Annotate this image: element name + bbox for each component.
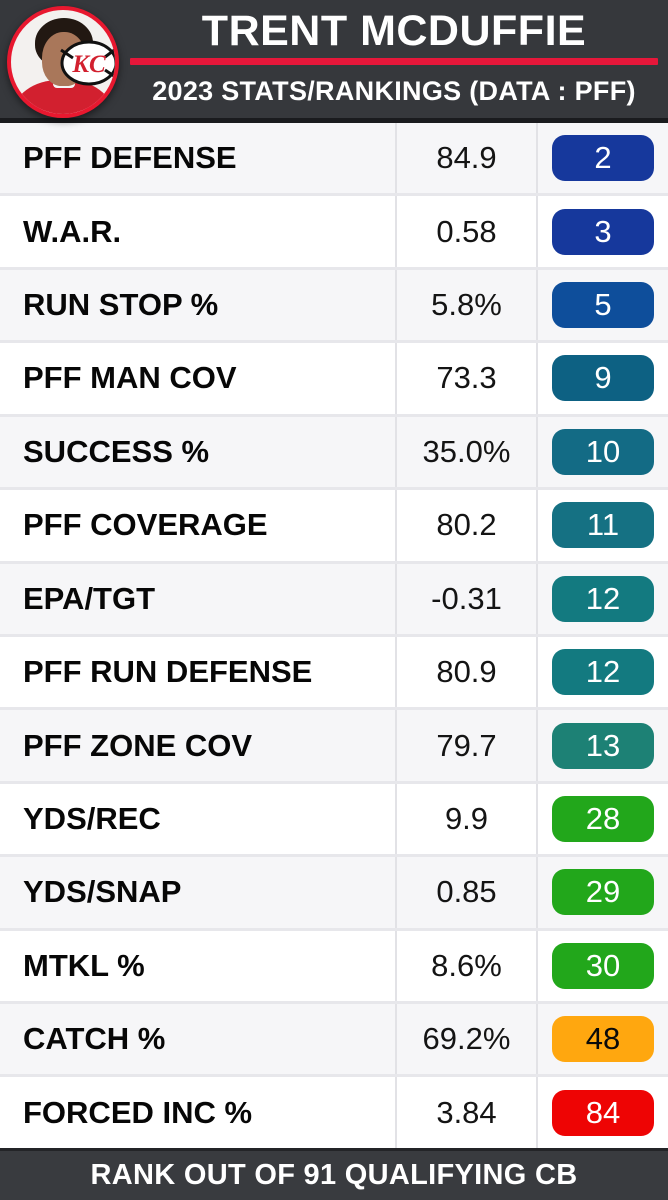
- stat-label: PFF COVERAGE: [23, 507, 268, 543]
- rank-cell: 30: [538, 931, 668, 1001]
- rank-cell: 84: [538, 1077, 668, 1147]
- rank-cell: 9: [538, 343, 668, 413]
- stat-value: 80.2: [395, 490, 538, 561]
- stat-label: RUN STOP %: [23, 287, 219, 323]
- stat-value: 79.7: [395, 710, 538, 781]
- table-row: RUN STOP % 5.8% 5: [0, 266, 668, 341]
- stat-value: 9.9: [395, 783, 538, 855]
- rank-badge: 10: [552, 428, 654, 475]
- card-footer: RANK OUT OF 91 QUALIFYING CB: [0, 1148, 668, 1200]
- rank-badge: 30: [552, 942, 654, 989]
- stat-label: YDS/SNAP: [23, 874, 182, 910]
- stat-value: 69.2%: [395, 1004, 538, 1075]
- stat-label: W.A.R.: [23, 213, 122, 249]
- rank-cell: 5: [538, 270, 668, 340]
- rank-cell: 2: [538, 123, 668, 193]
- rank-cell: 10: [538, 417, 668, 487]
- table-row: CATCH % 69.2% 48: [0, 1001, 668, 1075]
- title-underline: [130, 58, 658, 66]
- stat-label: PFF DEFENSE: [23, 140, 237, 176]
- table-row: FORCED INC % 3.84 84: [0, 1074, 668, 1148]
- chiefs-logo-icon: KC: [60, 40, 115, 86]
- rank-cell: 48: [538, 1004, 668, 1074]
- rank-cell: 11: [538, 490, 668, 560]
- rank-badge: 28: [552, 796, 654, 842]
- rank-badge: 12: [552, 575, 654, 622]
- rank-badge: 3: [552, 208, 654, 255]
- stat-value: 35.0%: [395, 416, 538, 488]
- table-row: PFF DEFENSE 84.9 2: [0, 123, 668, 194]
- stat-label: PFF MAN COV: [23, 360, 237, 396]
- stat-label: CATCH %: [23, 1021, 166, 1057]
- table-row: YDS/REC 9.9 28: [0, 780, 668, 855]
- stat-value: 8.6%: [395, 930, 538, 1002]
- rank-badge: 48: [552, 1016, 654, 1063]
- table-row: YDS/SNAP 0.85 29: [0, 854, 668, 928]
- table-row: PFF ZONE COV 79.7 13: [0, 707, 668, 781]
- table-row: W.A.R. 0.58 3: [0, 193, 668, 267]
- rank-badge: 2: [552, 135, 654, 182]
- stat-value: -0.31: [395, 563, 538, 634]
- rank-cell: 13: [538, 710, 668, 780]
- stat-value: 84.9: [395, 123, 538, 194]
- rank-badge: 84: [552, 1089, 654, 1136]
- rank-badge: 29: [552, 869, 654, 916]
- stat-label: EPA/TGT: [23, 580, 156, 616]
- stat-label: PFF ZONE COV: [23, 727, 253, 763]
- stat-label: FORCED INC %: [23, 1094, 253, 1130]
- table-row: EPA/TGT -0.31 12: [0, 560, 668, 634]
- stat-value: 0.85: [395, 857, 538, 928]
- table-row: PFF RUN DEFENSE 80.9 12: [0, 633, 668, 708]
- rank-badge: 11: [552, 502, 654, 549]
- stat-value: 73.3: [395, 343, 538, 414]
- stat-value: 3.84: [395, 1077, 538, 1148]
- card-header: KC TRENT MCDUFFIE 2023 STATS/RANKINGS (D…: [0, 0, 668, 123]
- rank-cell: 12: [538, 637, 668, 707]
- stat-value: 0.58: [395, 196, 538, 267]
- stat-value: 5.8%: [395, 269, 538, 341]
- stat-label: YDS/REC: [23, 801, 161, 836]
- table-row: PFF MAN COV 73.3 9: [0, 340, 668, 414]
- svg-text:KC: KC: [71, 51, 106, 78]
- stat-label: MTKL %: [23, 947, 145, 983]
- rank-badge: 9: [552, 355, 654, 402]
- player-avatar: KC: [7, 6, 119, 118]
- table-row: MTKL % 8.6% 30: [0, 927, 668, 1002]
- stat-value: 80.9: [395, 636, 538, 708]
- card-subtitle: 2023 STATS/RANKINGS (DATA : PFF): [152, 76, 636, 107]
- rank-cell: 12: [538, 564, 668, 634]
- rank-cell: 29: [538, 857, 668, 927]
- rank-cell: 28: [538, 784, 668, 854]
- rank-badge: 12: [552, 649, 654, 696]
- rank-badge: 5: [552, 282, 654, 329]
- rank-context-note: RANK OUT OF 91 QUALIFYING CB: [90, 1159, 578, 1191]
- stats-table: PFF DEFENSE 84.9 2 W.A.R. 0.58 3 RUN STOP % 5.8…: [0, 123, 668, 1148]
- header-text-block: TRENT MCDUFFIE 2023 STATS/RANKINGS (DATA…: [130, 0, 658, 118]
- table-row: PFF COVERAGE 80.2 11: [0, 487, 668, 561]
- stat-label: SUCCESS %: [23, 433, 210, 469]
- rank-badge: 13: [552, 722, 654, 769]
- stat-label: PFF RUN DEFENSE: [23, 654, 313, 690]
- table-row: SUCCESS % 35.0% 10: [0, 413, 668, 488]
- player-name-title: TRENT MCDUFFIE: [201, 7, 587, 55]
- rank-cell: 3: [538, 196, 668, 266]
